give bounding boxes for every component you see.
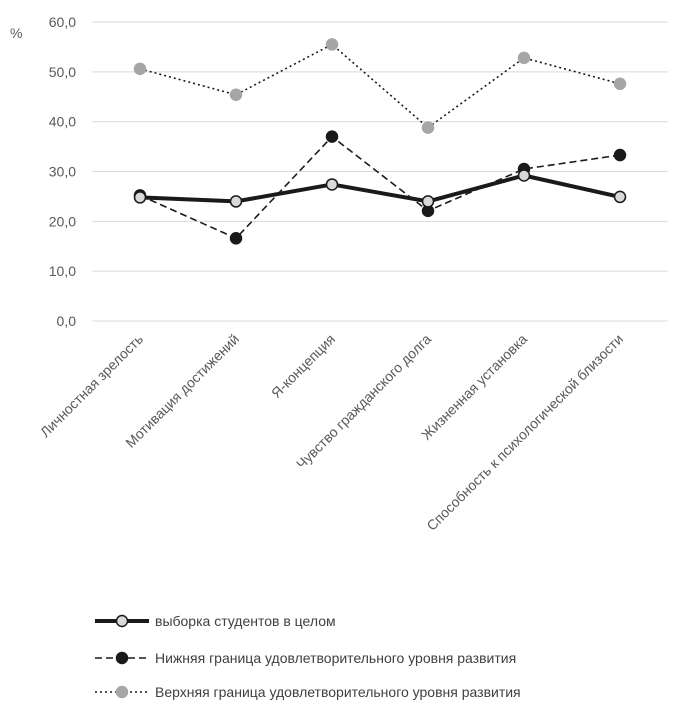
data-point xyxy=(325,38,339,51)
x-category-label: Мотивация достижений xyxy=(122,331,242,451)
legend-label: выборка студентов в целом xyxy=(155,613,336,629)
legend: выборка студентов в целом Нижняя граница … xyxy=(95,613,521,700)
legend-item: выборка студентов в целом xyxy=(95,613,336,629)
legend-marker xyxy=(115,685,129,699)
data-point xyxy=(133,191,147,204)
y-tick-label: 0,0 xyxy=(57,313,77,329)
y-tick-label: 40,0 xyxy=(49,114,76,130)
y-axis-tick-labels: 0,0 10,0 20,0 30,0 40,0 50,0 60,0 xyxy=(49,14,76,329)
legend-marker xyxy=(115,651,129,665)
y-tick-label: 30,0 xyxy=(49,164,76,180)
x-category-label: Способность к психологической близости xyxy=(423,331,626,534)
legend-label: Нижняя граница удовлетворительного уровн… xyxy=(155,650,516,666)
x-category-label: Я-концепция xyxy=(268,331,338,401)
data-point xyxy=(613,77,627,91)
data-point xyxy=(517,169,531,182)
y-axis-unit-label: % xyxy=(10,25,22,41)
series-line xyxy=(139,173,621,204)
series-line xyxy=(139,135,621,240)
series-2 xyxy=(133,38,627,134)
legend-item: Верхняя граница удовлетворительного уров… xyxy=(95,684,521,700)
data-point xyxy=(133,62,147,76)
data-point xyxy=(229,232,243,245)
series-1 xyxy=(133,130,627,245)
series-line xyxy=(139,43,621,129)
series-layer xyxy=(133,38,627,245)
y-tick-label: 10,0 xyxy=(49,263,76,279)
data-point xyxy=(325,130,339,143)
legend-marker xyxy=(115,614,129,628)
data-point xyxy=(421,195,435,208)
x-category-label: Личностная зрелость xyxy=(37,331,146,440)
data-point xyxy=(229,88,243,102)
x-category-label: Жизненная установка xyxy=(418,331,530,443)
gridlines xyxy=(92,21,668,322)
y-tick-label: 50,0 xyxy=(49,64,76,80)
legend-label: Верхняя граница удовлетворительного уров… xyxy=(155,684,521,700)
series-0 xyxy=(133,169,627,208)
data-point xyxy=(613,190,627,204)
data-point xyxy=(421,121,435,134)
data-point xyxy=(613,148,627,162)
data-point xyxy=(325,178,339,191)
y-tick-label: 20,0 xyxy=(49,213,76,229)
y-tick-label: 60,0 xyxy=(49,14,76,30)
legend-item: Нижняя граница удовлетворительного уровн… xyxy=(95,650,516,666)
data-point xyxy=(517,51,531,65)
data-point xyxy=(229,195,243,208)
